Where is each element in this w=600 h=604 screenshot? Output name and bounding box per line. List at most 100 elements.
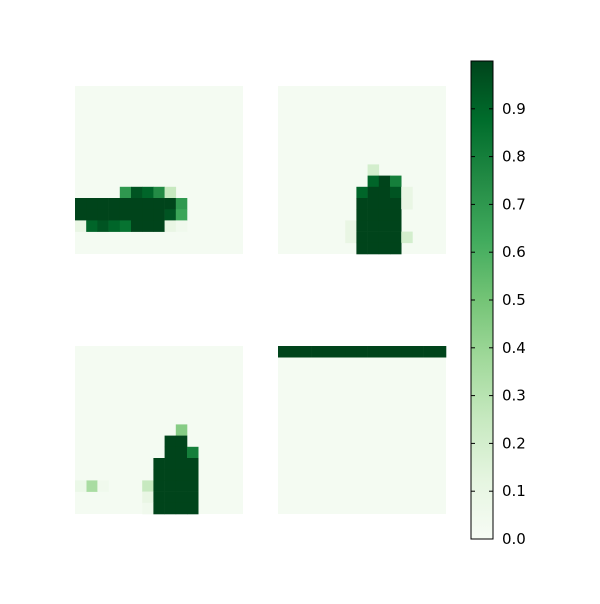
heatmap-cell bbox=[131, 220, 143, 232]
heatmap-cell bbox=[153, 491, 165, 504]
heatmap-cell bbox=[75, 220, 87, 232]
heatmap-cell bbox=[378, 186, 391, 199]
heatmap-cell bbox=[322, 346, 335, 358]
heatmap-cell bbox=[142, 209, 154, 221]
heatmap-cell bbox=[164, 469, 177, 481]
heatmap-cell bbox=[175, 435, 188, 448]
heatmap-cell bbox=[378, 198, 391, 210]
heatmap-cell bbox=[164, 502, 177, 515]
heatmap-cell bbox=[378, 175, 391, 188]
heatmap-cell bbox=[356, 242, 368, 255]
heatmap-cell bbox=[367, 220, 380, 232]
heatmap-cell bbox=[142, 198, 154, 210]
heatmap-cell bbox=[86, 198, 98, 210]
heatmap-cell bbox=[356, 231, 368, 244]
heatmap-cell bbox=[142, 491, 154, 504]
heatmap-cell bbox=[412, 346, 424, 358]
heatmap-cell bbox=[131, 186, 143, 199]
heatmap-cell bbox=[345, 346, 357, 358]
heatmap-cell bbox=[153, 186, 165, 199]
heatmap-cell bbox=[390, 209, 402, 221]
heatmap-cell bbox=[119, 220, 132, 232]
heatmap-cell bbox=[367, 164, 380, 176]
colorbar: 0.0 0.1 0.2 0.3 0.4 0.5 0.6 0.7 0.8 0.9 bbox=[470, 60, 526, 548]
heatmap-cell bbox=[142, 220, 154, 232]
heatmap-cell bbox=[356, 186, 368, 199]
heatmap-cell bbox=[164, 458, 177, 470]
heatmap-panel-4 bbox=[278, 346, 447, 514]
heatmap-cell bbox=[187, 458, 199, 470]
heatmap-cell bbox=[278, 346, 290, 358]
colorbar-gradient bbox=[471, 61, 493, 539]
heatmap-cell bbox=[345, 231, 357, 244]
heatmap-cell bbox=[153, 220, 165, 232]
heatmap-cell bbox=[175, 446, 188, 459]
heatmap-cell bbox=[175, 198, 188, 210]
heatmap-panel-1 bbox=[75, 86, 243, 254]
heatmap-cell bbox=[367, 175, 380, 188]
colorbar-tick-label: 0.7 bbox=[502, 195, 526, 213]
heatmap-cell bbox=[367, 186, 380, 199]
heatmap-panel-3 bbox=[75, 346, 243, 515]
heatmap-cell bbox=[119, 209, 132, 221]
heatmap-cell bbox=[390, 220, 402, 232]
heatmap-panel-2 bbox=[278, 86, 446, 255]
heatmap-cell bbox=[86, 209, 98, 221]
heatmap-cell bbox=[175, 480, 188, 492]
colorbar-tick-label: 0.1 bbox=[502, 482, 526, 500]
heatmap-cell bbox=[378, 346, 391, 358]
heatmap-cell bbox=[119, 186, 132, 199]
heatmap-cell bbox=[164, 446, 177, 459]
heatmap-cell bbox=[97, 480, 109, 492]
heatmap-cell bbox=[75, 480, 87, 492]
colorbar-tick-label: 0.2 bbox=[502, 434, 526, 452]
heatmap-cell bbox=[86, 480, 98, 492]
heatmap-cell bbox=[367, 242, 380, 255]
heatmap-cell bbox=[334, 346, 346, 358]
heatmap-cell bbox=[187, 491, 199, 504]
heatmap-cell bbox=[187, 480, 199, 492]
heatmap-cell bbox=[75, 209, 87, 221]
heatmap-cell bbox=[153, 198, 165, 210]
heatmap-cell bbox=[97, 198, 109, 210]
heatmap-cell bbox=[378, 220, 391, 232]
heatmap-cell bbox=[108, 209, 121, 221]
heatmap-cell bbox=[164, 480, 177, 492]
heatmap-cell bbox=[356, 198, 368, 210]
colorbar-tick-label: 0.6 bbox=[502, 243, 526, 261]
heatmap-cell bbox=[187, 469, 199, 481]
heatmap-cell bbox=[175, 424, 188, 436]
heatmap-cell bbox=[390, 175, 402, 188]
heatmap-cell bbox=[175, 491, 188, 504]
heatmap-cell bbox=[390, 198, 402, 210]
heatmap-cell bbox=[390, 346, 402, 358]
heatmap-cell bbox=[390, 242, 402, 255]
heatmap-cell bbox=[175, 209, 188, 221]
heatmap-cell bbox=[356, 346, 368, 358]
heatmap-cell bbox=[401, 198, 413, 210]
heatmap-cell bbox=[367, 346, 380, 358]
heatmap-cell bbox=[153, 480, 165, 492]
heatmap-cell bbox=[97, 209, 109, 221]
heatmap-cell bbox=[175, 502, 188, 515]
heatmap-cell bbox=[97, 220, 109, 232]
heatmap-cell bbox=[423, 346, 436, 358]
heatmap-cell bbox=[378, 242, 391, 255]
heatmap-cell bbox=[300, 346, 312, 358]
colorbar-tick-label: 0.4 bbox=[502, 339, 526, 357]
colorbar-tick-label: 0.3 bbox=[502, 387, 526, 405]
heatmap-cell bbox=[390, 231, 402, 244]
heatmap-cell bbox=[187, 446, 199, 459]
heatmap-cell bbox=[356, 220, 368, 232]
heatmap-cell bbox=[86, 220, 98, 232]
heatmap-cell bbox=[401, 231, 413, 244]
heatmap-cell bbox=[367, 209, 380, 221]
colorbar-tick-label: 0.8 bbox=[502, 148, 526, 166]
heatmap-cell bbox=[108, 220, 121, 232]
heatmap-cell bbox=[401, 346, 413, 358]
heatmap-cell bbox=[311, 346, 324, 358]
heatmap-cell bbox=[356, 209, 368, 221]
heatmap-cell bbox=[434, 346, 447, 358]
